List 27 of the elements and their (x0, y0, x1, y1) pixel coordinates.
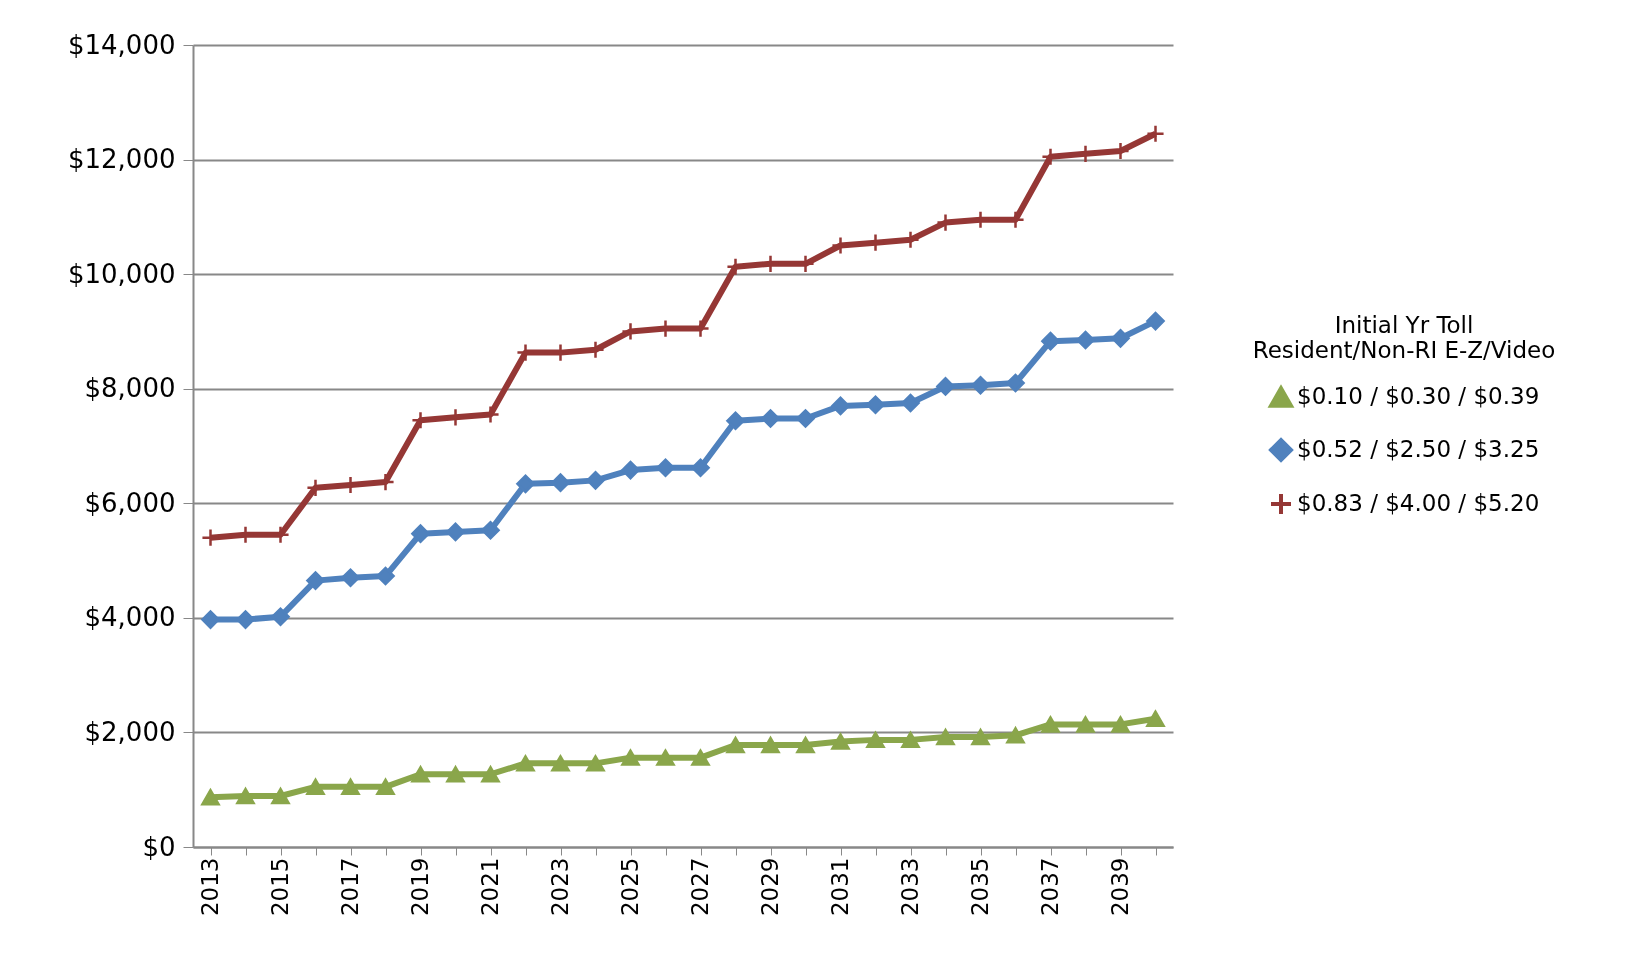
y-tick-label: $12,000 (67, 144, 176, 175)
y-tick-label: $6,000 (84, 487, 176, 518)
y-tick-label: $0 (142, 831, 176, 862)
legend-label: $0.52 / $2.50 / $3.25 (1297, 436, 1540, 462)
y-tick-label: $10,000 (67, 258, 176, 289)
x-tick-label: 2025 (617, 857, 643, 917)
text: Resident/Non-RI E-Z/Video (1252, 337, 1556, 363)
x-tick-label: 2013 (197, 857, 223, 917)
legend-title: Initial Yr Toll (1334, 312, 1474, 338)
y-tick-label: $8,000 (84, 373, 176, 404)
x-tick-label: 2035 (967, 857, 993, 917)
x-tick-label: 2021 (477, 857, 503, 917)
x-tick-label: 2031 (827, 857, 853, 917)
legend-label: $0.83 / $4.00 / $5.20 (1297, 490, 1540, 516)
x-tick-label: 2015 (267, 857, 293, 917)
y-tick-label: $14,000 (67, 29, 176, 60)
x-tick-label: 2017 (337, 857, 363, 917)
legend-label: $0.10 / $0.30 / $0.39 (1297, 383, 1540, 409)
x-tick-label: 2039 (1107, 857, 1133, 917)
x-tick-label: 2033 (897, 857, 923, 917)
x-tick-label: 2019 (407, 857, 433, 917)
x-tick-label: 2029 (757, 857, 783, 917)
y-tick-label: $2,000 (84, 716, 176, 747)
x-tick-label: 2027 (687, 857, 713, 917)
x-tick-label: 2023 (547, 857, 573, 917)
x-tick-label: 2037 (1037, 857, 1063, 917)
y-tick-label: $4,000 (84, 602, 176, 633)
